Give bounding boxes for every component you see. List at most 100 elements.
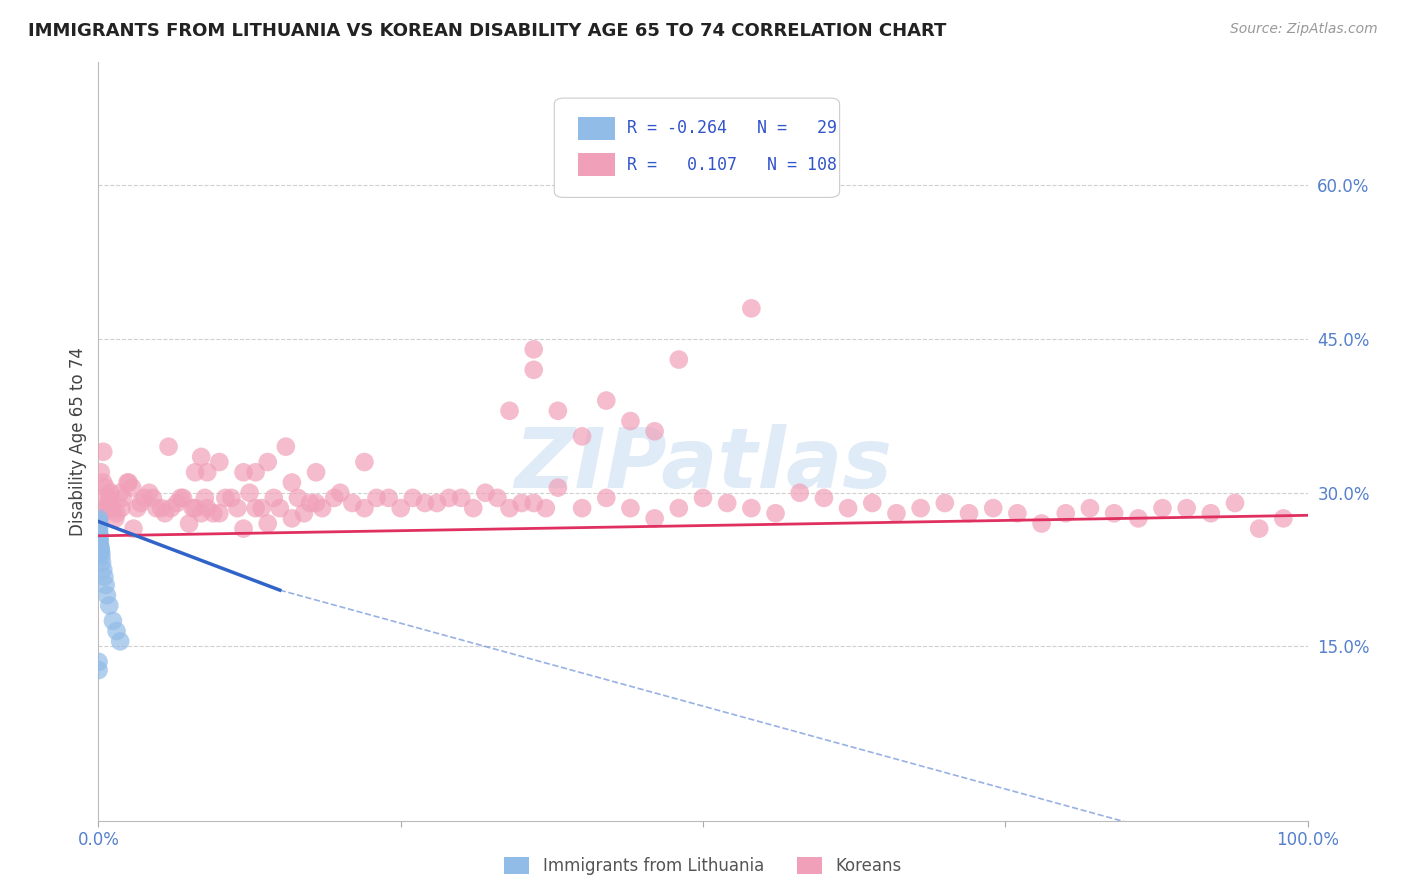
Point bbox=[619, 414, 641, 428]
Point bbox=[87, 655, 110, 669]
Point bbox=[263, 491, 285, 505]
Point bbox=[323, 491, 346, 505]
Point bbox=[90, 545, 112, 559]
Point bbox=[98, 491, 121, 505]
Point bbox=[498, 404, 520, 418]
Point bbox=[329, 485, 352, 500]
Point bbox=[256, 516, 278, 531]
Point bbox=[450, 491, 472, 505]
Point bbox=[1223, 496, 1246, 510]
FancyBboxPatch shape bbox=[578, 153, 614, 177]
Point bbox=[208, 506, 231, 520]
Point bbox=[195, 465, 218, 479]
Text: IMMIGRANTS FROM LITHUANIA VS KOREAN DISABILITY AGE 65 TO 74 CORRELATION CHART: IMMIGRANTS FROM LITHUANIA VS KOREAN DISA… bbox=[28, 22, 946, 40]
Point bbox=[89, 535, 111, 549]
Point bbox=[547, 481, 569, 495]
Point bbox=[571, 429, 593, 443]
Point bbox=[101, 614, 124, 628]
Point bbox=[486, 491, 509, 505]
Point bbox=[571, 501, 593, 516]
Point bbox=[281, 511, 304, 525]
Point bbox=[157, 440, 180, 454]
Point bbox=[208, 455, 231, 469]
Point bbox=[105, 624, 128, 639]
Point bbox=[87, 511, 110, 525]
Point bbox=[108, 485, 131, 500]
Point bbox=[523, 343, 546, 357]
Point bbox=[94, 578, 117, 592]
FancyBboxPatch shape bbox=[578, 117, 614, 140]
Point bbox=[1272, 511, 1295, 525]
Point bbox=[118, 475, 141, 490]
Point bbox=[121, 481, 143, 495]
Point bbox=[232, 522, 254, 536]
Point bbox=[934, 496, 956, 510]
Point bbox=[87, 515, 110, 529]
Point bbox=[402, 491, 425, 505]
Point bbox=[104, 511, 127, 525]
Text: ZIPatlas: ZIPatlas bbox=[515, 424, 891, 505]
Point bbox=[668, 501, 690, 516]
Point bbox=[117, 475, 139, 490]
Point bbox=[194, 491, 217, 505]
Legend: Immigrants from Lithuania, Koreans: Immigrants from Lithuania, Koreans bbox=[496, 849, 910, 884]
Point bbox=[910, 501, 932, 516]
Point bbox=[740, 501, 762, 516]
Point bbox=[87, 532, 110, 546]
Point bbox=[353, 455, 375, 469]
Point bbox=[716, 496, 738, 510]
Point bbox=[184, 465, 207, 479]
Point bbox=[110, 501, 132, 516]
Text: R = -0.264   N =   29: R = -0.264 N = 29 bbox=[627, 120, 837, 137]
Point bbox=[181, 501, 204, 516]
Point bbox=[311, 501, 333, 516]
Point bbox=[245, 501, 267, 516]
Point bbox=[299, 496, 322, 510]
Point bbox=[1054, 506, 1077, 520]
Point bbox=[668, 352, 690, 367]
Point bbox=[437, 491, 460, 505]
Point bbox=[226, 501, 249, 516]
Point bbox=[89, 511, 111, 525]
Point bbox=[239, 485, 262, 500]
Y-axis label: Disability Age 65 to 74: Disability Age 65 to 74 bbox=[69, 347, 87, 536]
Point bbox=[245, 465, 267, 479]
Point bbox=[101, 501, 124, 516]
Point bbox=[1031, 516, 1053, 531]
Point bbox=[160, 501, 183, 516]
Point bbox=[292, 506, 315, 520]
Point bbox=[96, 501, 118, 516]
Point bbox=[214, 491, 236, 505]
Point bbox=[145, 501, 167, 516]
Point bbox=[595, 491, 617, 505]
Point bbox=[91, 475, 114, 490]
Point bbox=[886, 506, 908, 520]
Point bbox=[232, 465, 254, 479]
Point bbox=[91, 563, 114, 577]
Point bbox=[91, 444, 114, 458]
Point bbox=[789, 485, 811, 500]
Point bbox=[134, 491, 156, 505]
Point bbox=[89, 539, 111, 553]
Point bbox=[97, 496, 120, 510]
Point bbox=[426, 496, 449, 510]
Point bbox=[305, 465, 328, 479]
Point bbox=[274, 440, 297, 454]
Point bbox=[202, 506, 225, 520]
Point bbox=[523, 363, 546, 377]
Point bbox=[90, 545, 112, 559]
Point bbox=[1249, 522, 1271, 536]
Point bbox=[172, 491, 194, 505]
Point bbox=[1199, 506, 1222, 520]
Point bbox=[377, 491, 399, 505]
Point bbox=[90, 465, 112, 479]
Point bbox=[1152, 501, 1174, 516]
Point bbox=[89, 529, 111, 543]
Point bbox=[305, 496, 328, 510]
Point bbox=[837, 501, 859, 516]
Point bbox=[129, 496, 152, 510]
Point bbox=[474, 485, 496, 500]
Point bbox=[105, 506, 128, 520]
Point bbox=[90, 549, 112, 564]
Point bbox=[166, 496, 188, 510]
